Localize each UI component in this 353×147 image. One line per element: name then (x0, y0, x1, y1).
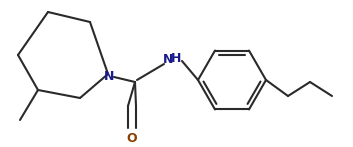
Text: N: N (104, 70, 114, 82)
Text: N: N (163, 52, 173, 66)
Text: H: H (171, 51, 181, 65)
Text: O: O (127, 132, 137, 145)
